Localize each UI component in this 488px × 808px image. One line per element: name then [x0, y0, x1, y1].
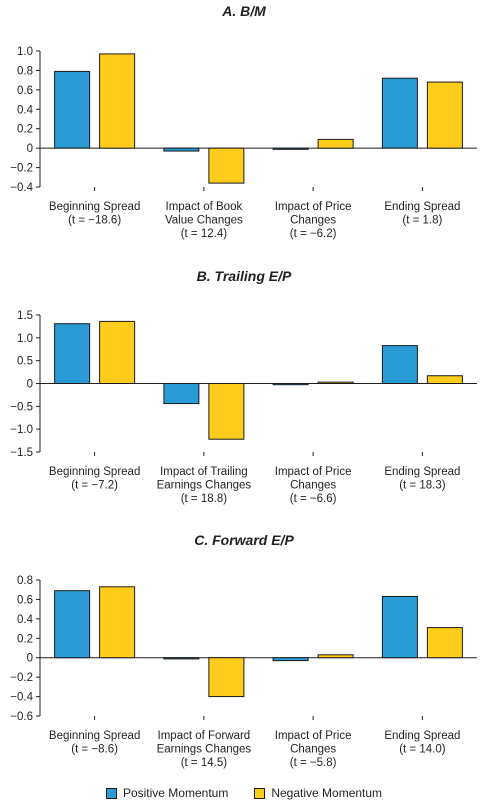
panel-a-title: A. B/M	[221, 3, 266, 19]
panel-b-x-tick-label: Impact of Price	[275, 466, 352, 478]
panel-a-bar-impact-of-price-positive	[272, 147, 309, 150]
panel-a-y-tick-label: 0.8	[17, 65, 33, 77]
panel-b-y-tick-label: −1.0	[10, 424, 33, 436]
panel-a-x-tick-label: (t = −18.6)	[68, 215, 121, 227]
panel-a-x-tick-label: Impact of Book	[166, 201, 243, 213]
panel-c-bar-impact-of-fundamentals-negative	[208, 657, 245, 698]
panel-c-y-tick-label: 0	[27, 653, 33, 665]
panel-a-y-tick-label: 0.6	[17, 85, 33, 97]
panel-c-x-tick-label: Beginning Spread	[49, 730, 140, 742]
panel-a-bar-beginning-spread-negative	[99, 53, 136, 149]
panel-a-y-tick-label: 0.2	[17, 124, 33, 136]
panel-a-y-tick-label: 1.0	[17, 46, 33, 58]
panel-c-x-tick-label: Ending Spread	[384, 730, 460, 742]
legend-item-negative: Negative Momentum	[254, 786, 382, 800]
panel-b-y-tick-label: −0.5	[10, 401, 33, 413]
panel-c-x-tick-label: Impact of Price	[275, 730, 352, 742]
panel-b-bar-impact-of-fundamentals-positive	[163, 383, 200, 405]
panel-a-x-tick-label: Beginning Spread	[49, 201, 140, 213]
panel-a-y-tick-label: 0	[27, 143, 33, 155]
legend-label-negative: Negative Momentum	[271, 786, 383, 800]
panel-b-y-tick-label: 1.5	[17, 310, 33, 322]
panel-a-bar-beginning-spread-positive	[54, 70, 91, 149]
panel-c-y-tick-label: 0.8	[17, 575, 33, 587]
panel-b-bar-impact-of-price-negative	[317, 381, 354, 385]
panel-a-x-tick-label: (t = 1.8)	[402, 215, 442, 227]
panel-b-x-tick-label: (t = 18.8)	[181, 493, 228, 505]
panel-b-bar-ending-spread-positive	[381, 345, 418, 385]
panel-a-x-tick-label: (t = −6.2)	[290, 228, 337, 240]
legend: Positive Momentum Negative Momentum	[0, 786, 488, 800]
panel-b-y-tick-label: 1.0	[17, 333, 33, 345]
panel-b-bar-impact-of-price-positive	[272, 383, 309, 386]
panel-c-x-tick-label: (t = −5.8)	[290, 757, 337, 769]
legend-swatch-positive	[105, 787, 117, 799]
panel-b-x-tick-label: Changes	[290, 480, 336, 492]
panel-c-title: C. Forward E/P	[194, 532, 294, 548]
panel-a-x-tick-label: Impact of Price	[275, 201, 352, 213]
panel-a-y-tick-label: −0.4	[10, 182, 33, 194]
panel-b-bar-ending-spread-negative	[426, 375, 463, 384]
panel-c-x-tick-label: Impact of Forward	[158, 730, 251, 742]
panel-c-x-tick-label: (t = −8.6)	[71, 744, 118, 756]
panel-b-x-tick-label: (t = 18.3)	[399, 480, 446, 492]
panel-a-bar-impact-of-fundamentals-negative	[208, 147, 245, 184]
panel-c-bar-impact-of-price-negative	[317, 654, 354, 659]
panel-a-x-tick-label: Value Changes	[165, 215, 243, 227]
panel-c-bar-beginning-spread-negative	[99, 586, 136, 659]
panel-a-bar-impact-of-fundamentals-positive	[163, 147, 200, 152]
panel-b-y-tick-label: 0	[27, 379, 33, 391]
panel-a-y-tick-label: −0.2	[10, 163, 33, 175]
panel-c-bar-impact-of-price-positive	[272, 657, 309, 662]
panel-c-bar-ending-spread-positive	[381, 596, 418, 659]
panel-b-x-tick-label: Earnings Changes	[157, 480, 252, 492]
panel-c-y-tick-label: 0.6	[17, 594, 33, 606]
panel-b-x-tick-label: Ending Spread	[384, 466, 460, 478]
panel-a-y-tick-label: 0.4	[17, 104, 34, 116]
panel-b-x-tick-label: (t = −6.6)	[290, 493, 337, 505]
panel-a-x-tick-label: Changes	[290, 215, 336, 227]
panel-c-x-tick-label: (t = 14.0)	[399, 744, 446, 756]
panel-c-y-tick-label: 0.2	[17, 633, 33, 645]
panel-b-bar-beginning-spread-positive	[54, 323, 91, 384]
panel-a-bar-ending-spread-positive	[381, 77, 418, 149]
panel-c-bar-beginning-spread-positive	[54, 590, 91, 659]
legend-item-positive: Positive Momentum	[105, 786, 229, 800]
legend-label-positive: Positive Momentum	[122, 786, 229, 800]
panel-c-x-tick-label: Changes	[290, 744, 336, 756]
panel-c-y-tick-label: 0.4	[17, 614, 34, 626]
panel-b-x-tick-label: Impact of Trailing	[160, 466, 248, 478]
panel-b-x-tick-label: (t = −7.2)	[71, 480, 118, 492]
panel-c-x-tick-label: Earnings Changes	[157, 744, 252, 756]
panel-a-bar-ending-spread-negative	[426, 81, 463, 149]
panel-b-x-tick-label: Beginning Spread	[49, 466, 140, 478]
panel-a-bar-impact-of-price-negative	[317, 138, 354, 149]
panel-a-x-tick-label: Ending Spread	[384, 201, 460, 213]
legend-swatch-negative	[254, 787, 266, 799]
panel-a-x-tick-label: (t = 12.4)	[181, 228, 228, 240]
panel-b-bar-impact-of-fundamentals-negative	[208, 383, 245, 440]
panel-c-x-tick-label: (t = 14.5)	[181, 757, 228, 769]
panel-b-y-tick-label: −1.5	[10, 447, 33, 459]
panel-c-y-tick-label: −0.2	[10, 672, 33, 684]
panel-b-bar-beginning-spread-negative	[99, 320, 136, 385]
panel-c-bar-impact-of-fundamentals-positive	[163, 657, 200, 660]
panel-c-y-tick-label: −0.4	[10, 692, 33, 704]
panel-b-y-tick-label: 0.5	[17, 356, 33, 368]
panel-c-bar-ending-spread-negative	[426, 627, 463, 659]
panel-b-title: B. Trailing E/P	[197, 268, 292, 284]
panel-c-y-tick-label: −0.6	[10, 711, 33, 723]
